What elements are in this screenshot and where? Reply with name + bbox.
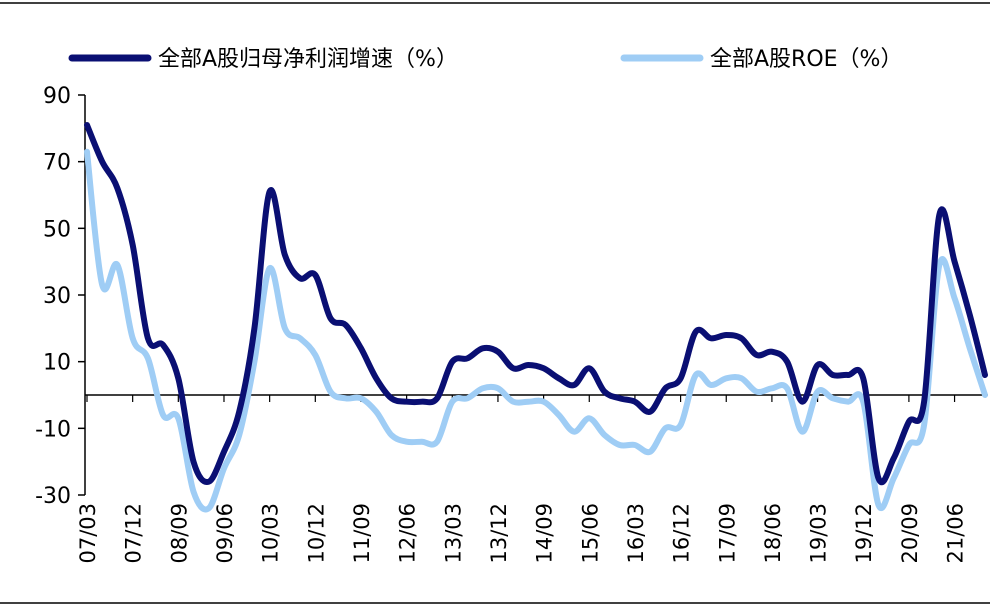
x-tick-label: 21/06 [944,503,968,564]
series-line-roe [84,148,988,513]
legend-item-roe: 全部A股ROE（%） [620,47,902,72]
x-tick-label: 20/09 [898,503,922,564]
x-tick-label: 09/06 [213,503,237,564]
y-tick-label: -30 [35,484,71,509]
legend-label-profit-growth: 全部A股归母净利润增速（%） [158,47,458,72]
x-tick-label: 19/12 [852,503,876,564]
x-tick-label: 17/09 [715,503,739,564]
y-tick-label: 90 [43,84,71,109]
x-axis: 07/03 07/12 08/09 09/06 10/03 10/12 11/09 12/06… [76,503,968,564]
series-line-profit-growth [84,122,988,486]
x-tick-label: 14/09 [533,503,557,564]
y-tick-label: -10 [35,417,71,442]
y-tick-label: 10 [43,351,71,376]
x-tick-label: 07/03 [76,503,100,564]
legend-label-roe: 全部A股ROE（%） [710,47,902,72]
x-tick-label: 12/06 [396,503,420,564]
x-tick-label: 19/03 [807,503,831,564]
x-tick-label: 15/06 [578,503,602,564]
series-group [84,122,988,513]
x-tick-label: 16/12 [670,503,694,564]
x-tick-label: 08/09 [167,503,191,564]
x-tick-label: 16/03 [624,503,648,564]
y-tick-label: 70 [43,151,71,176]
x-tick-label: 11/09 [350,503,374,564]
x-tick-label: 10/12 [304,503,328,564]
x-tick-label: 07/12 [122,503,146,564]
x-tick-label: 13/12 [487,503,511,564]
legend: 全部A股归母净利润增速（%） 全部A股ROE（%） [68,47,902,72]
y-tick-label: 50 [43,217,71,242]
y-tick-label: 30 [43,284,71,309]
x-tick-label: 18/06 [761,503,785,564]
legend-item-profit-growth: 全部A股归母净利润增速（%） [68,47,458,72]
x-tick-label: 10/03 [259,503,283,564]
x-tick-label: 13/03 [441,503,465,564]
y-axis: 90 70 50 30 10 -10 -30 [35,84,86,509]
